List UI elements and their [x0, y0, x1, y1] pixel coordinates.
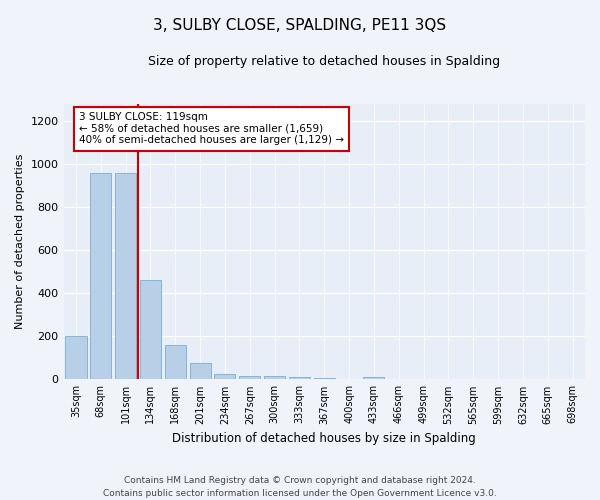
Bar: [239, 376, 260, 380]
Bar: [65, 336, 86, 380]
Bar: [314, 378, 335, 380]
Bar: [190, 364, 211, 380]
Text: 3, SULBY CLOSE, SPALDING, PE11 3QS: 3, SULBY CLOSE, SPALDING, PE11 3QS: [154, 18, 446, 32]
Text: Contains HM Land Registry data © Crown copyright and database right 2024.
Contai: Contains HM Land Registry data © Crown c…: [103, 476, 497, 498]
Bar: [289, 377, 310, 380]
Bar: [364, 378, 385, 380]
Bar: [115, 173, 136, 380]
X-axis label: Distribution of detached houses by size in Spalding: Distribution of detached houses by size …: [172, 432, 476, 445]
Bar: [214, 374, 235, 380]
Text: 3 SULBY CLOSE: 119sqm
← 58% of detached houses are smaller (1,659)
40% of semi-d: 3 SULBY CLOSE: 119sqm ← 58% of detached …: [79, 112, 344, 146]
Bar: [140, 280, 161, 380]
Y-axis label: Number of detached properties: Number of detached properties: [15, 154, 25, 330]
Bar: [165, 345, 186, 380]
Title: Size of property relative to detached houses in Spalding: Size of property relative to detached ho…: [148, 55, 500, 68]
Bar: [90, 173, 112, 380]
Bar: [264, 376, 285, 380]
